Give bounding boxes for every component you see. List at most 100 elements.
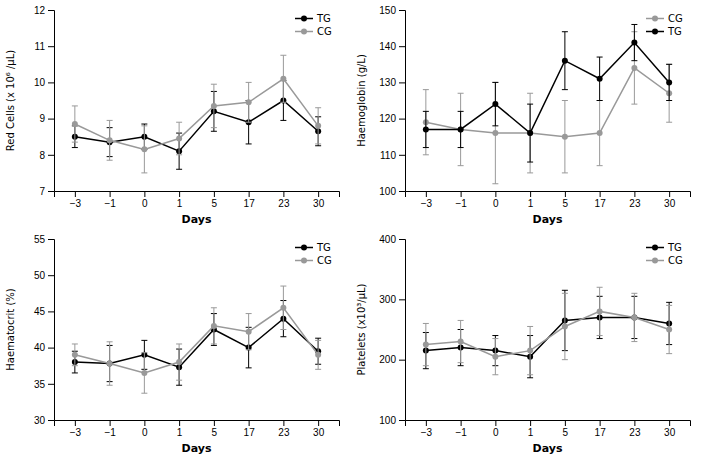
- error-bar: [492, 339, 498, 375]
- y-tick-label: 200: [379, 354, 396, 365]
- x-tick-mark: [179, 191, 180, 197]
- error-bar: [211, 84, 217, 127]
- x-tick-mark: [318, 420, 319, 426]
- x-axis: −3−1015172330: [55, 191, 340, 209]
- x-tick-label: 1: [528, 198, 534, 209]
- y-tick-mark: [48, 155, 54, 156]
- series-line: [426, 317, 669, 356]
- legend-label: CG: [317, 26, 332, 37]
- x-tick: 0: [142, 191, 148, 209]
- error-bar: [631, 24, 637, 60]
- y-tick-label: 45: [34, 306, 46, 317]
- x-tick-mark: [495, 191, 496, 197]
- x-tick-mark: [565, 420, 566, 426]
- x-tick: 30: [664, 191, 676, 209]
- y-tick-label: 140: [379, 41, 396, 52]
- plot-area: [72, 286, 321, 393]
- series-line: [75, 319, 318, 368]
- x-tick-mark: [426, 191, 427, 197]
- x-tick-label: 30: [664, 198, 676, 209]
- error-bar: [72, 106, 78, 142]
- x-tick: 0: [493, 191, 499, 209]
- x-tick-label: 0: [493, 427, 499, 438]
- y-tick-mark: [48, 10, 54, 11]
- point: [562, 58, 568, 64]
- series-line: [75, 79, 318, 150]
- x-tick-mark: [214, 420, 215, 426]
- x-tick: −1: [455, 420, 467, 438]
- x-tick-mark: [461, 420, 462, 426]
- point: [562, 323, 568, 329]
- y-tick: 150: [379, 5, 405, 16]
- plot-area: [72, 55, 321, 173]
- x-tick-label: 23: [278, 427, 290, 438]
- point: [527, 130, 533, 136]
- x-tick-label: −3: [421, 427, 433, 438]
- error-bar: [527, 104, 533, 162]
- point: [246, 329, 252, 335]
- point: [492, 130, 498, 136]
- x-tick-label: 17: [595, 427, 607, 438]
- point: [176, 359, 182, 365]
- error-bar: [280, 286, 286, 329]
- panel: −3−1015172330100200300400DaysPlatelets (…: [356, 234, 691, 455]
- error-bar: [176, 344, 182, 380]
- point: [211, 323, 217, 329]
- y-tick: 110: [380, 150, 405, 161]
- x-tick-mark: [110, 191, 111, 197]
- error-bar: [458, 111, 464, 147]
- x-tick: 23: [278, 420, 290, 438]
- point: [211, 103, 217, 109]
- x-tick: −1: [455, 191, 467, 209]
- y-tick-label: 30: [34, 415, 46, 426]
- x-axis-line: [406, 421, 691, 427]
- x-axis: −3−1015172330: [55, 420, 340, 438]
- point: [176, 136, 182, 142]
- error-bar: [280, 55, 286, 102]
- y-tick-mark: [48, 420, 54, 421]
- error-bar: [458, 320, 464, 362]
- series-line: [75, 101, 318, 152]
- x-tick-label: 23: [278, 198, 290, 209]
- x-tick-mark: [669, 420, 670, 426]
- point: [527, 130, 533, 136]
- y-tick-label: 12: [34, 5, 46, 16]
- x-tick: 17: [244, 191, 256, 209]
- error-bar: [562, 101, 568, 173]
- legend-marker: [301, 16, 307, 22]
- error-bar: [141, 126, 147, 173]
- x-tick-label: 17: [244, 427, 256, 438]
- y-tick-mark: [399, 420, 405, 421]
- y-tick: 55: [34, 234, 54, 245]
- x-tick: 23: [278, 191, 290, 209]
- legend-item: CG: [646, 13, 683, 24]
- y-tick-label: 10: [34, 77, 46, 88]
- legend-marker: [652, 16, 658, 22]
- y-tick-mark: [399, 239, 405, 240]
- error-bar: [107, 120, 113, 160]
- legend-item: TG: [646, 242, 682, 253]
- point: [423, 126, 429, 132]
- x-tick: −3: [70, 191, 82, 209]
- x-tick-label: 17: [244, 198, 256, 209]
- x-tick-label: −1: [455, 198, 467, 209]
- x-axis: −3−1015172330: [406, 191, 691, 209]
- point: [458, 126, 464, 132]
- point: [107, 361, 113, 367]
- x-tick: −1: [104, 191, 116, 209]
- x-tick-mark: [634, 420, 635, 426]
- y-axis: 789101112: [34, 5, 55, 197]
- point: [246, 99, 252, 105]
- y-tick: 50: [34, 270, 54, 281]
- y-tick-mark: [48, 348, 54, 349]
- x-tick-label: 1: [177, 427, 183, 438]
- x-tick-label: 1: [528, 427, 534, 438]
- y-axis-line: [48, 240, 55, 421]
- x-tick-mark: [249, 420, 250, 426]
- y-tick-label: 11: [35, 41, 46, 52]
- point: [631, 314, 637, 320]
- x-axis-line: [55, 421, 340, 427]
- series-line: [426, 311, 669, 356]
- x-tick-mark: [214, 191, 215, 197]
- y-tick-label: 9: [39, 113, 45, 124]
